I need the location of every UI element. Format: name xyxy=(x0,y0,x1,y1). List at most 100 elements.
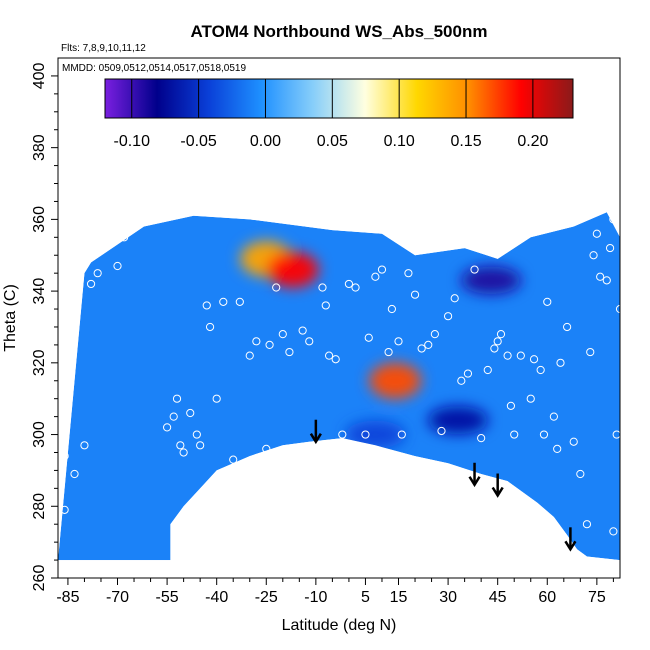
y-tick-label: 400 xyxy=(31,62,48,89)
observation-point xyxy=(324,351,334,360)
x-tick-label: -10 xyxy=(304,589,327,606)
observation-point xyxy=(470,265,479,274)
arrow-marker xyxy=(468,462,481,488)
observation-point xyxy=(384,347,393,357)
observation-point xyxy=(202,301,211,310)
observation-point xyxy=(529,355,539,364)
colorbar-tick-label: -0.10 xyxy=(114,133,151,150)
observation-point xyxy=(80,441,89,450)
observation-point xyxy=(265,340,274,349)
colorbar-tick-label: 0.10 xyxy=(384,133,415,150)
arrow-marker xyxy=(309,419,322,445)
observation-point xyxy=(70,469,79,479)
observation-point xyxy=(113,261,122,271)
colorbar-tick-label: -0.05 xyxy=(180,133,217,150)
colorbar-tick-label: 0.15 xyxy=(450,133,481,150)
x-tick-label: -70 xyxy=(106,589,129,606)
observation-point xyxy=(437,426,446,436)
x-axis: -85 -70 -55 -40 -25 -10 5 15 30 45 60 75 xyxy=(56,578,614,606)
observation-point xyxy=(543,297,552,306)
observation-point xyxy=(311,469,320,479)
y-axis-label: Theta (C) xyxy=(2,284,19,352)
field-feature-high xyxy=(369,362,422,399)
observation-point xyxy=(120,233,129,242)
x-tick-label: -55 xyxy=(156,589,179,606)
observation-point xyxy=(278,330,287,339)
observation-point xyxy=(536,365,545,375)
observation-point xyxy=(556,358,565,367)
observation-point xyxy=(129,218,139,228)
colorbar-tick-label: 0.20 xyxy=(517,133,548,150)
y-tick-label: 340 xyxy=(31,278,48,305)
x-tick-label: 30 xyxy=(439,589,457,606)
dates-annotation: MMDD: 0509,0512,0514,0517,0518,0519 xyxy=(62,63,246,74)
observation-point xyxy=(351,283,360,292)
x-tick-label: -85 xyxy=(56,589,79,606)
observation-point xyxy=(569,437,578,446)
y-tick-label: 280 xyxy=(31,493,48,520)
observation-point xyxy=(235,297,244,306)
field-feature-low xyxy=(428,406,489,435)
observation-point xyxy=(291,444,301,453)
observation-point xyxy=(503,351,512,360)
chart-title: ATOM4 Northbound WS_Abs_500nm xyxy=(191,22,488,41)
observation-point xyxy=(192,430,201,439)
field-background xyxy=(58,212,620,561)
observation-point xyxy=(186,408,195,418)
observation-point xyxy=(172,394,182,403)
observation-point xyxy=(526,394,535,403)
observation-point xyxy=(410,290,420,299)
observation-point xyxy=(344,279,354,289)
observation-point xyxy=(176,441,185,450)
observation-point xyxy=(496,330,506,339)
x-tick-label: -25 xyxy=(255,589,278,606)
observation-point xyxy=(605,243,615,253)
observation-point xyxy=(582,520,592,529)
observation-point xyxy=(443,312,453,321)
observation-point xyxy=(321,301,330,310)
x-tick-label: 15 xyxy=(390,589,408,606)
x-tick-label: 75 xyxy=(588,589,606,606)
y-tick-label: 300 xyxy=(31,421,48,448)
observation-point xyxy=(338,430,347,439)
observation-point xyxy=(318,283,327,292)
observation-point xyxy=(162,423,172,432)
observation-point xyxy=(417,344,426,353)
observation-point xyxy=(506,401,516,410)
arrow-marker xyxy=(564,527,577,552)
observation-point xyxy=(245,351,254,360)
observation-point xyxy=(592,229,601,238)
x-tick-label: 5 xyxy=(361,589,370,606)
observation-point xyxy=(483,365,492,375)
x-tick-label: -40 xyxy=(205,589,228,606)
x-tick-label: 45 xyxy=(489,589,507,606)
arrow-markers xyxy=(309,419,577,552)
observation-point xyxy=(589,251,598,260)
observation-point xyxy=(490,344,499,353)
observation-point xyxy=(463,369,473,378)
observation-point xyxy=(331,355,340,364)
observation-point xyxy=(477,434,486,443)
observation-point xyxy=(387,304,396,314)
y-tick-label: 380 xyxy=(31,134,48,161)
observation-point xyxy=(602,276,611,285)
observation-point xyxy=(219,297,228,306)
observation-point xyxy=(596,272,605,281)
observation-point xyxy=(229,455,238,464)
observation-point xyxy=(586,347,595,357)
observation-point xyxy=(397,430,406,439)
observation-point xyxy=(298,326,307,335)
observation-point xyxy=(404,269,413,278)
observation-point xyxy=(361,430,370,439)
observation-point xyxy=(60,451,69,461)
observation-point xyxy=(139,211,149,220)
flights-annotation: Flts: 7,8,9,10,11,12 xyxy=(61,43,146,54)
observation-point xyxy=(212,394,221,403)
observation-point xyxy=(553,444,562,453)
y-tick-label: 260 xyxy=(31,565,48,592)
plot-frame xyxy=(57,57,621,579)
observation-point xyxy=(510,430,519,439)
field-feature-low xyxy=(461,266,522,295)
observation-point xyxy=(60,505,69,514)
observation-points xyxy=(60,211,625,536)
